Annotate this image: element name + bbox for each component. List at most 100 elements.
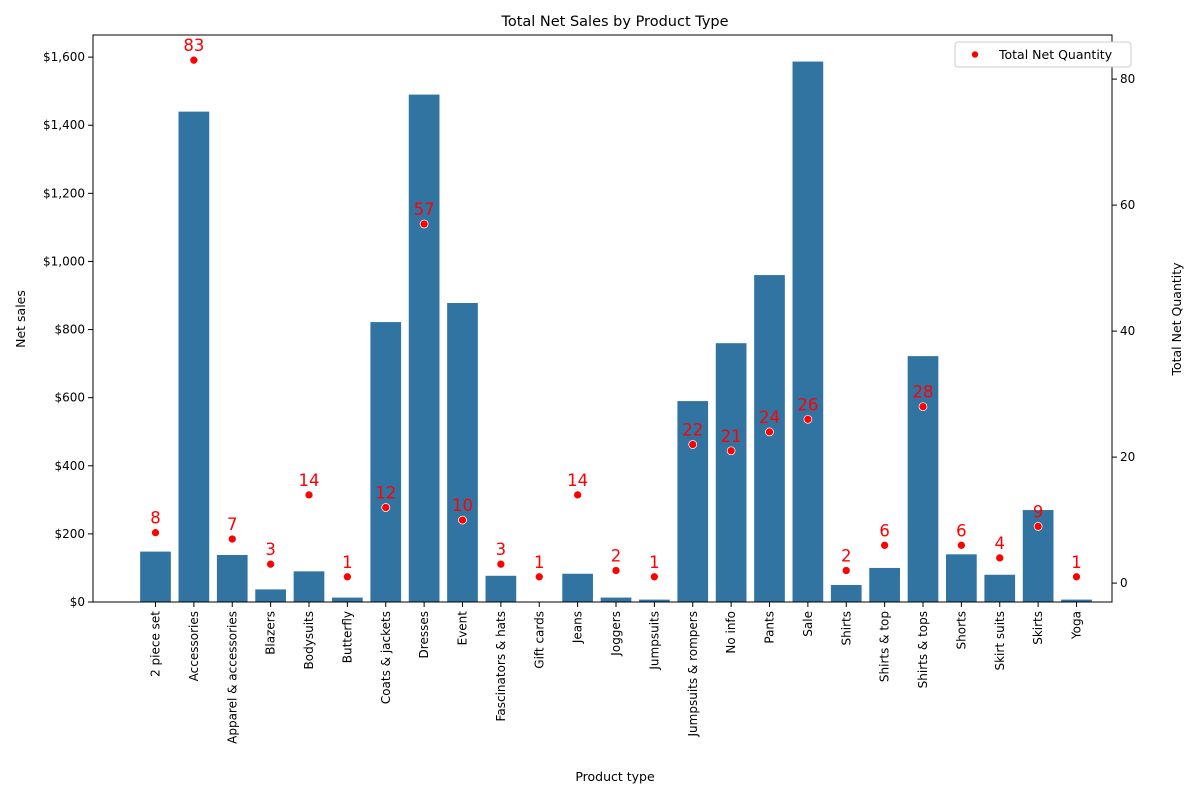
y-axis-title: Net sales <box>13 290 28 348</box>
y-tick-label: $200 <box>54 527 85 541</box>
chart-title: Total Net Sales by Product Type <box>500 14 728 30</box>
x-tick-label: No info <box>724 611 738 654</box>
legend-label: Total Net Quantity <box>998 47 1113 62</box>
y2-axis-title: Total Net Quantity <box>1169 262 1184 377</box>
y-tick-label: $0 <box>70 595 85 609</box>
data-label: 3 <box>496 540 507 559</box>
data-point <box>304 490 314 500</box>
bar <box>677 401 709 602</box>
data-label: 28 <box>913 383 934 402</box>
data-label: 8 <box>150 509 161 528</box>
bar <box>293 571 325 602</box>
data-point <box>765 427 774 437</box>
bar <box>178 111 210 603</box>
data-point <box>381 503 391 512</box>
x-tick-label: Jumpsuits & rompers <box>686 611 700 737</box>
data-point <box>995 553 1005 563</box>
bar <box>370 322 402 602</box>
data-label: 22 <box>682 421 703 440</box>
y-tick-label: $400 <box>54 459 85 473</box>
x-tick-label: Shirts & top <box>878 611 892 682</box>
bars-layer <box>140 61 1092 603</box>
data-point <box>880 540 889 550</box>
x-axis-title: Product type <box>575 769 655 784</box>
bar <box>255 589 286 602</box>
data-point <box>803 414 813 424</box>
bar <box>907 356 939 602</box>
x-tick-label: Blazers <box>264 611 278 655</box>
x-tick-label: Bodysuits <box>302 611 316 669</box>
data-point <box>688 440 698 449</box>
data-point <box>227 534 237 544</box>
x-tick-label: Shorts <box>954 611 968 649</box>
data-label: 3 <box>265 540 276 559</box>
data-label: 1 <box>1071 553 1082 572</box>
data-label: 6 <box>956 521 967 540</box>
data-label: 1 <box>342 553 353 572</box>
data-point <box>726 446 736 456</box>
bar <box>485 575 517 602</box>
bar <box>715 343 747 602</box>
data-label: 9 <box>1033 502 1044 521</box>
data-label: 24 <box>759 408 780 427</box>
x-tick-label: Butterfly <box>340 611 354 663</box>
data-label: 14 <box>299 471 320 490</box>
x-tick-label: Joggers <box>609 611 623 657</box>
x-tick-label: 2 piece set <box>149 611 163 677</box>
plot-frame <box>92 34 1113 603</box>
bar <box>408 94 440 602</box>
data-label: 21 <box>721 427 742 446</box>
data-point <box>650 572 659 582</box>
x-tick-label: Jeans <box>571 611 585 644</box>
data-point <box>573 490 582 500</box>
y2-tick-label: 40 <box>1120 324 1135 338</box>
x-tick-label: Fascinators & hats <box>494 611 508 721</box>
x-tick-label: Pants <box>763 611 777 644</box>
data-point <box>343 572 352 582</box>
data-point <box>419 219 429 229</box>
data-label: 6 <box>879 521 890 540</box>
x-tick-label: Gift cards <box>532 611 546 669</box>
x-tick-label: Shirts <box>839 611 853 645</box>
data-label: 83 <box>183 36 204 55</box>
bar <box>600 597 632 602</box>
data-point <box>189 55 199 65</box>
y2-tick-label: 0 <box>1120 576 1128 590</box>
data-label: 14 <box>567 471 588 490</box>
x-tick-label: Dresses <box>417 611 431 658</box>
y-tick-label: $1,400 <box>43 118 85 132</box>
data-label: 1 <box>534 553 545 572</box>
bar <box>792 61 824 603</box>
bar <box>754 275 785 602</box>
legend-box <box>954 41 1132 68</box>
data-point <box>534 572 544 582</box>
bar <box>946 554 977 602</box>
y-tick-label: $1,600 <box>43 50 85 64</box>
data-label: 2 <box>841 547 852 566</box>
x-tick-label: Accessories <box>187 611 201 681</box>
data-label: 7 <box>227 515 238 534</box>
x-tick-label: Shirts & tops <box>916 611 930 688</box>
data-point <box>266 559 275 569</box>
y2-tick-label: 60 <box>1120 198 1135 212</box>
data-point <box>611 566 621 575</box>
legend: Total Net Quantity <box>954 41 1132 68</box>
y-tick-label: $1,000 <box>43 254 85 268</box>
x-tick-label: Jumpsuits <box>647 611 661 671</box>
data-point <box>1072 572 1081 582</box>
data-point <box>496 559 506 569</box>
bar <box>830 584 862 602</box>
bar <box>140 551 171 602</box>
y-tick-label: $1,200 <box>43 186 85 200</box>
x-tick-label: Event <box>456 611 470 646</box>
data-point <box>151 528 160 538</box>
data-point <box>1033 522 1043 531</box>
data-label: 26 <box>797 395 818 414</box>
bar <box>639 599 670 602</box>
bar <box>332 597 363 602</box>
bar <box>562 573 593 602</box>
y-tick-label: $800 <box>54 323 85 337</box>
data-label: 1 <box>649 553 660 572</box>
points-layer <box>151 55 1081 582</box>
